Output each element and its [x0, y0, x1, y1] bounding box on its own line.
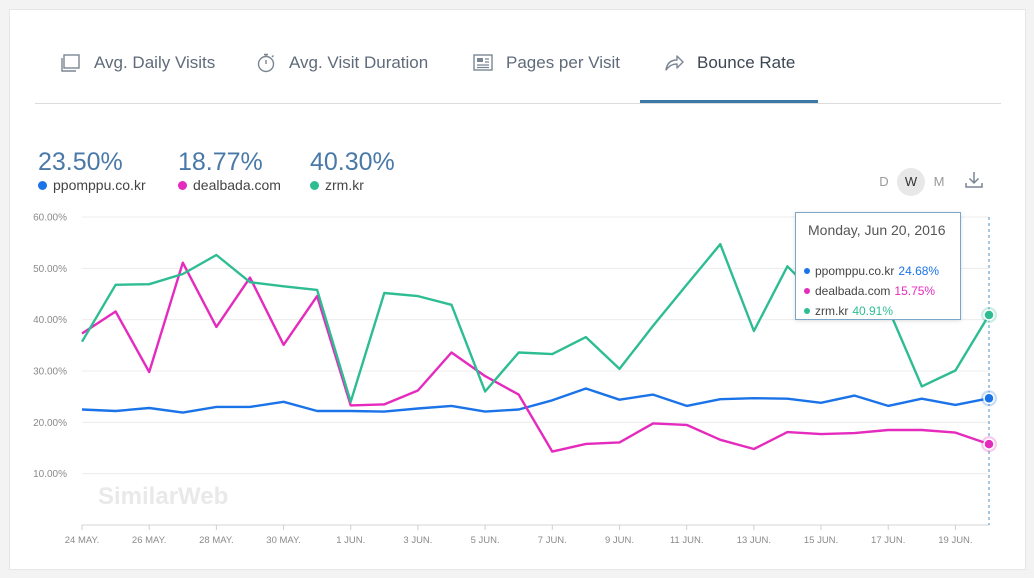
- y-tick-label: 50.00%: [33, 264, 67, 275]
- legend-dot: [310, 180, 319, 190]
- tab-label: Avg. Visit Duration: [289, 53, 429, 72]
- legend-item: ppomppu.co.kr: [38, 177, 146, 193]
- share-arrow-icon: [665, 55, 684, 71]
- y-tick-label: 60.00%: [33, 213, 67, 224]
- hover-markers: [981, 217, 997, 525]
- x-axis: 24 MAY. 26 MAY. 28 MAY. 30 MAY. 1 JUN. 3 JUN.…: [65, 525, 973, 546]
- hover-point: [983, 392, 995, 405]
- legend-dot: [38, 180, 47, 190]
- x-tick-label: 9 JUN.: [605, 535, 634, 546]
- tab-pages-per-visit[interactable]: Pages per Visit: [472, 50, 620, 76]
- metric-zrm: 40.30% zrm.kr: [310, 148, 395, 193]
- hover-point: [983, 309, 995, 321]
- metric-value: 40.30%: [310, 148, 395, 176]
- series-line-dealbada-com: [81, 261, 990, 453]
- x-tick-label: 17 JUN.: [871, 535, 905, 546]
- series-line-ppomppu-co-kr: [81, 387, 990, 414]
- x-tick-label: 1 JUN.: [336, 535, 365, 546]
- x-tick-label: 13 JUN.: [737, 535, 771, 546]
- tooltip-title: Monday, Jun 20, 2016: [808, 222, 946, 238]
- tooltip-value: 15.75%: [894, 284, 936, 298]
- y-tick-label: 30.00%: [33, 367, 67, 378]
- tooltip-value: 24.68%: [898, 264, 940, 278]
- legend-item: zrm.kr: [310, 177, 395, 193]
- stopwatch-icon: [257, 53, 275, 73]
- tab-label: Bounce Rate: [697, 53, 796, 72]
- tooltip-row: zrm.kr 40.91%: [804, 304, 893, 318]
- metric-tabs: Avg. Daily Visits Avg. Visit Duration Pa…: [35, 10, 1001, 104]
- metric-value: 18.77%: [178, 148, 263, 176]
- tab-avg-daily-visits[interactable]: Avg. Daily Visits: [60, 50, 215, 76]
- period-monthly-button[interactable]: M: [933, 174, 945, 189]
- y-tick-label: 20.00%: [33, 418, 67, 429]
- y-tick-label: 10.00%: [33, 469, 67, 480]
- tab-label: Avg. Daily Visits: [94, 53, 216, 72]
- legend-label: dealbada.com: [193, 177, 281, 193]
- x-tick-label: 5 JUN.: [471, 535, 500, 546]
- metric-ppomppu: 23.50% ppomppu.co.kr: [38, 148, 146, 193]
- tooltip-dot: [804, 308, 810, 314]
- metric-dealbada: 18.77% dealbada.com: [178, 148, 281, 193]
- active-tab-indicator: [640, 100, 818, 103]
- legend-label: zrm.kr: [325, 177, 364, 193]
- tooltip-dot: [804, 288, 810, 294]
- hover-point: [983, 438, 995, 450]
- newspaper-icon: [473, 54, 493, 71]
- tooltip-row: dealbada.com 15.75%: [804, 284, 935, 298]
- period-weekly-button[interactable]: W: [897, 168, 925, 196]
- metric-value: 23.50%: [38, 148, 123, 176]
- tab-label: Pages per Visit: [506, 53, 621, 72]
- x-tick-label: 28 MAY.: [199, 535, 234, 546]
- tooltip-site: zrm.kr: [815, 304, 849, 318]
- tooltip-site: ppomppu.co.kr: [815, 264, 895, 278]
- legend-label: ppomppu.co.kr: [53, 177, 146, 193]
- x-tick-label: 19 JUN.: [938, 535, 972, 546]
- y-axis: 10.00% 20.00% 30.00% 40.00% 50.00% 60.00%: [33, 213, 67, 481]
- legend-item: dealbada.com: [178, 177, 281, 193]
- x-tick-label: 30 MAY.: [266, 535, 301, 546]
- x-tick-label: 3 JUN.: [403, 535, 432, 546]
- download-icon[interactable]: [962, 168, 986, 192]
- tab-avg-visit-duration[interactable]: Avg. Visit Duration: [255, 50, 428, 76]
- x-tick-label: 26 MAY.: [132, 535, 167, 546]
- chart-grid: [82, 216, 989, 526]
- x-tick-label: 15 JUN.: [804, 535, 838, 546]
- y-tick-label: 40.00%: [33, 315, 67, 326]
- x-tick-label: 7 JUN.: [538, 535, 567, 546]
- x-tick-label: 24 MAY.: [65, 535, 100, 546]
- tooltip-value: 40.91%: [852, 304, 894, 318]
- tab-bounce-rate[interactable]: Bounce Rate: [663, 50, 795, 76]
- watermark-text: SimilarWeb: [98, 483, 228, 510]
- tooltip-site: dealbada.com: [815, 284, 891, 298]
- tooltip-dot: [804, 268, 810, 274]
- period-daily-button[interactable]: D: [879, 174, 889, 189]
- chart-tooltip: Monday, Jun 20, 2016 ppomppu.co.kr 24.68…: [795, 212, 961, 320]
- page-stack-icon: [61, 54, 80, 72]
- legend-dot: [178, 180, 187, 190]
- tooltip-row: ppomppu.co.kr 24.68%: [804, 264, 939, 278]
- x-tick-label: 11 JUN.: [670, 535, 704, 546]
